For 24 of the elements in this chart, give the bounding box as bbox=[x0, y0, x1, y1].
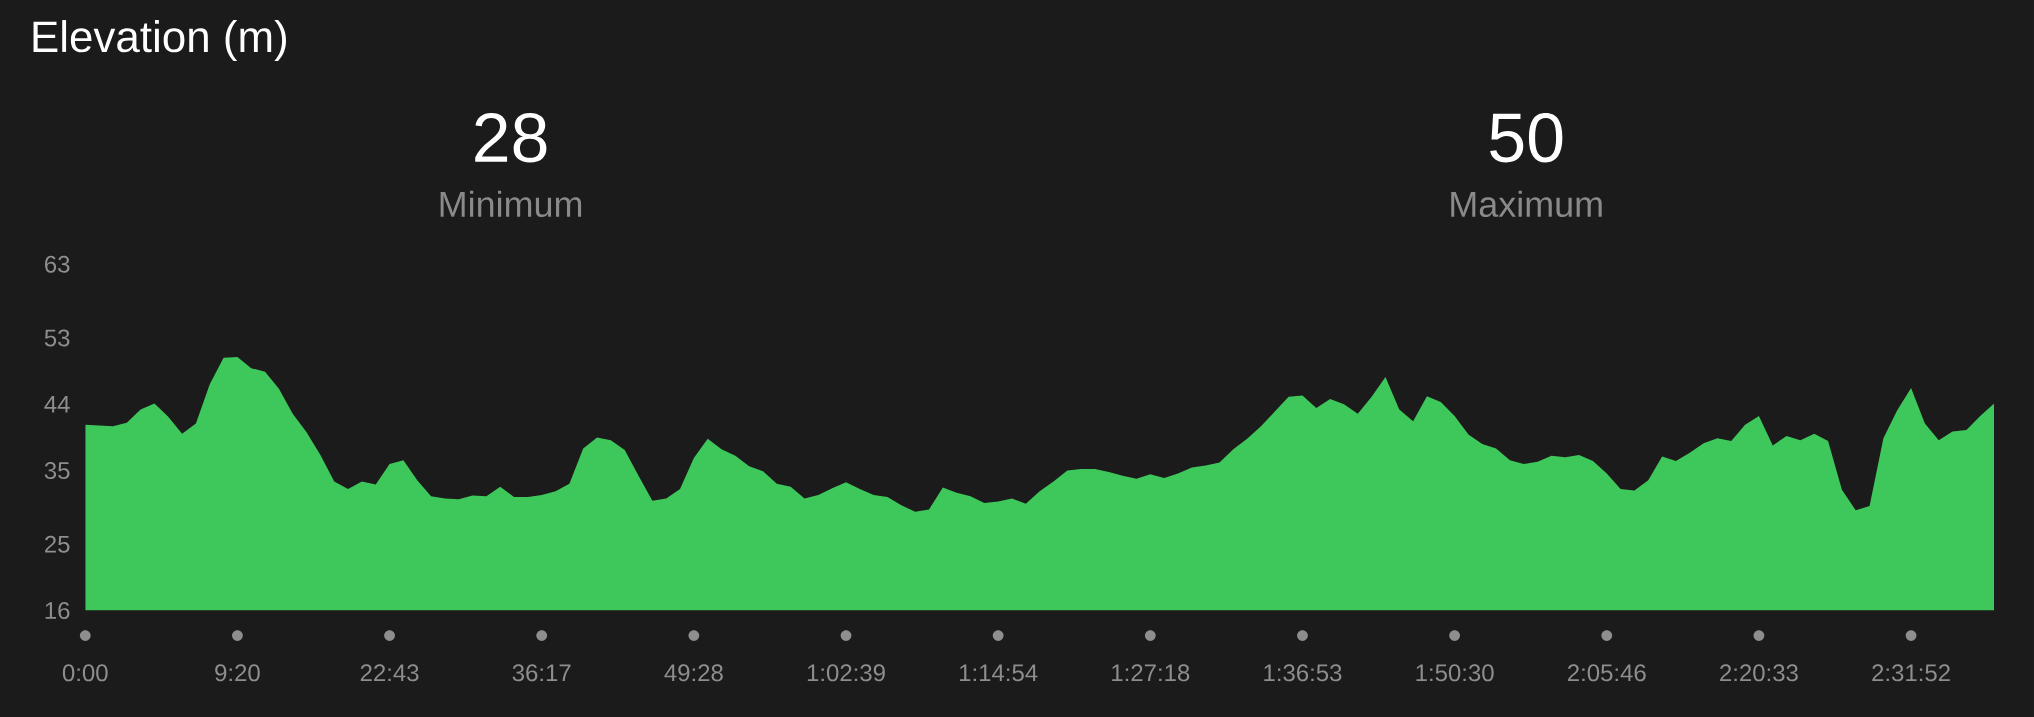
y-tick-label: 44 bbox=[44, 395, 70, 413]
text: 50 bbox=[1490, 112, 1563, 163]
y-tick-label: 16 bbox=[45, 602, 70, 620]
x-tick-label: 22:43 bbox=[360, 664, 419, 682]
y-tick-label: 35 bbox=[44, 462, 70, 480]
x-tick-label: 1:02:39 bbox=[807, 664, 885, 682]
x-tick-label: 2:05:46 bbox=[1567, 664, 1646, 682]
x-tick-label: 1:14:54 bbox=[960, 664, 1038, 682]
y-tick-label: 25 bbox=[45, 535, 70, 553]
y-tick-label: 63 bbox=[45, 255, 70, 273]
x-tick-label: 2:31:52 bbox=[1872, 664, 1950, 682]
x-tick-label: 1:27:18 bbox=[1112, 664, 1190, 682]
x-tick-label: 49:28 bbox=[664, 664, 723, 682]
x-tick-label: 2:20:33 bbox=[1720, 664, 1798, 682]
x-tick-label: 0:00 bbox=[62, 664, 108, 682]
chart-title: Elevation (m) bbox=[33, 20, 286, 62]
y-tick-label: 53 bbox=[44, 329, 70, 347]
x-tick-label: 1:50:30 bbox=[1416, 664, 1494, 682]
text: 28 bbox=[475, 112, 547, 163]
x-tick-label: 36:17 bbox=[512, 664, 571, 682]
text: Maximum bbox=[1451, 190, 1602, 218]
text: Minimum bbox=[440, 190, 582, 218]
x-tick-label: 1:36:53 bbox=[1264, 664, 1342, 682]
x-tick-label: 9:20 bbox=[215, 664, 260, 682]
